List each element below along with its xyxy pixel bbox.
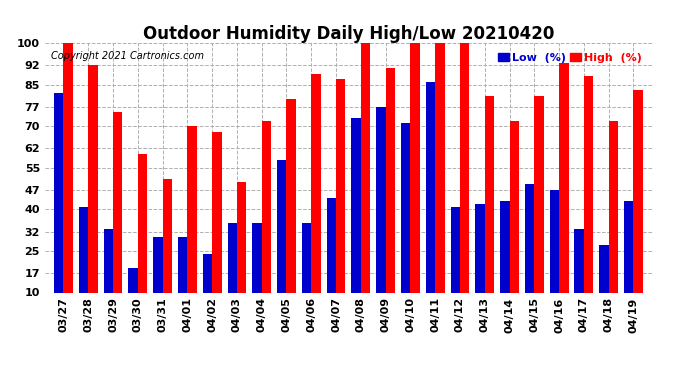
Bar	[163, 179, 172, 292]
Bar	[435, 43, 444, 292]
Bar	[575, 229, 584, 292]
Bar	[460, 43, 469, 292]
Bar	[624, 201, 633, 292]
Legend: Low  (%), High  (%): Low (%), High (%)	[493, 49, 647, 68]
Bar	[475, 204, 485, 292]
Title: Outdoor Humidity Daily High/Low 20210420: Outdoor Humidity Daily High/Low 20210420	[143, 25, 554, 43]
Bar	[178, 237, 188, 292]
Bar	[509, 121, 519, 292]
Bar	[599, 245, 609, 292]
Bar	[376, 107, 386, 292]
Bar	[286, 99, 296, 292]
Bar	[113, 112, 122, 292]
Bar	[534, 96, 544, 292]
Bar	[361, 43, 371, 292]
Text: Copyright 2021 Cartronics.com: Copyright 2021 Cartronics.com	[51, 51, 204, 61]
Bar	[253, 223, 262, 292]
Bar	[203, 254, 212, 292]
Bar	[411, 43, 420, 292]
Bar	[88, 65, 98, 292]
Bar	[633, 90, 643, 292]
Bar	[104, 229, 113, 292]
Bar	[228, 223, 237, 292]
Bar	[351, 118, 361, 292]
Bar	[584, 76, 593, 292]
Bar	[500, 201, 509, 292]
Bar	[550, 190, 559, 292]
Bar	[277, 159, 286, 292]
Bar	[451, 207, 460, 292]
Bar	[63, 43, 73, 292]
Bar	[138, 154, 147, 292]
Bar	[153, 237, 163, 292]
Bar	[302, 223, 311, 292]
Bar	[128, 268, 138, 292]
Bar	[559, 63, 569, 292]
Bar	[262, 121, 271, 292]
Bar	[386, 68, 395, 292]
Bar	[401, 123, 411, 292]
Bar	[326, 198, 336, 292]
Bar	[54, 93, 63, 292]
Bar	[237, 182, 246, 292]
Bar	[525, 184, 534, 292]
Bar	[212, 132, 221, 292]
Bar	[609, 121, 618, 292]
Bar	[336, 79, 346, 292]
Bar	[311, 74, 321, 292]
Bar	[426, 82, 435, 292]
Bar	[79, 207, 88, 292]
Bar	[188, 126, 197, 292]
Bar	[485, 96, 494, 292]
